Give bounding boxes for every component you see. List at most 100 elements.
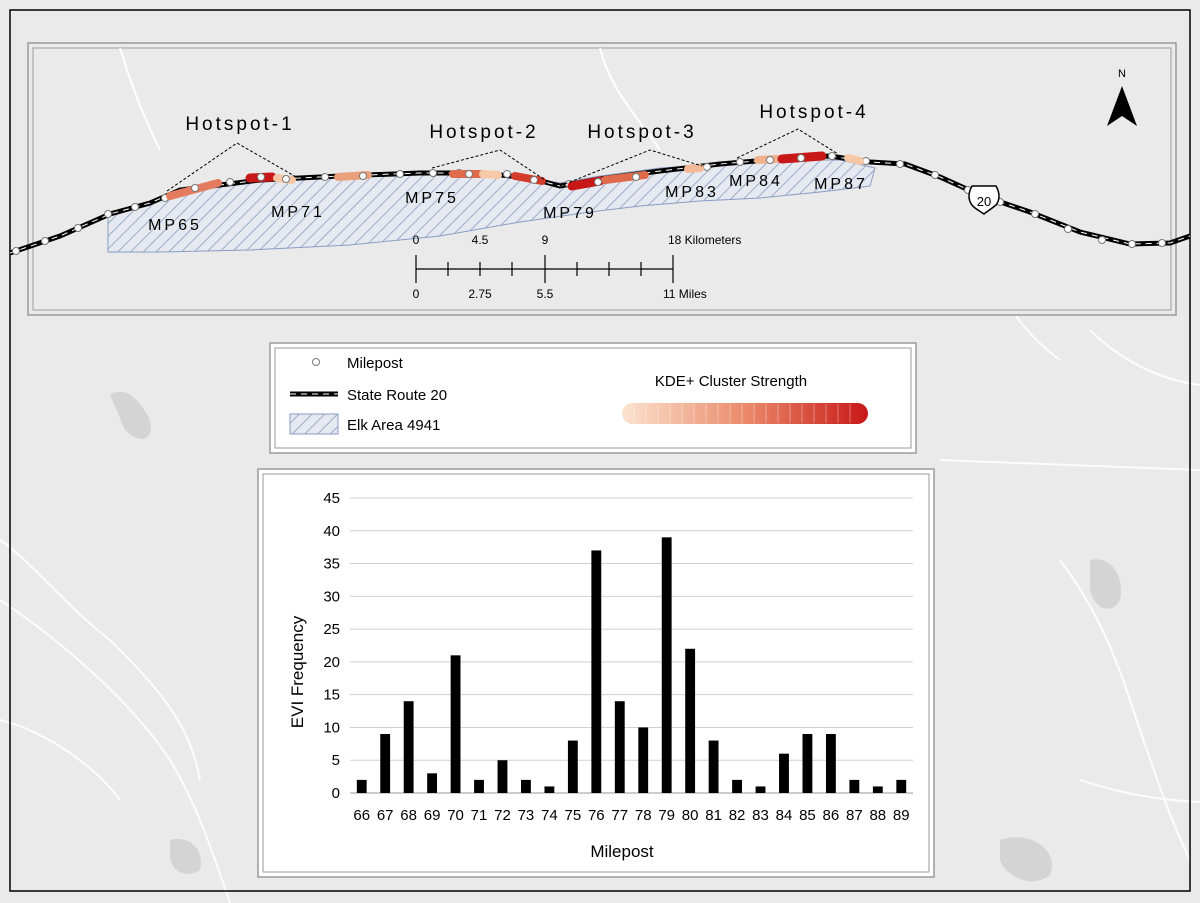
chart-x-tick-label: 68 — [400, 807, 417, 824]
chart-bars — [356, 537, 907, 793]
chart-bar-77 — [614, 701, 625, 793]
chart-bar-82 — [732, 779, 742, 793]
chart-x-tick-label: 70 — [447, 807, 464, 824]
scale-km-0: 0 — [413, 233, 420, 247]
chart-x-tick-label: 77 — [611, 807, 628, 824]
hotspot-leaders — [166, 128, 839, 192]
chart-bar-86 — [825, 734, 836, 793]
legend-route-label: State Route 20 — [347, 387, 447, 404]
chart-bar-81 — [708, 740, 719, 793]
chart-bar-74 — [544, 786, 555, 793]
chart-bar-69 — [427, 773, 438, 793]
chart-x-tick-label: 72 — [494, 807, 511, 824]
chart-x-tick-label: 67 — [377, 807, 394, 824]
chart-bar-83 — [755, 786, 766, 793]
chart-y-tick-label: 20 — [323, 654, 340, 671]
chart-bar-73 — [521, 779, 531, 793]
milepost-label: MP71 — [271, 204, 325, 221]
chart-x-tick-label: 80 — [682, 807, 699, 824]
chart-x-tick-label: 69 — [424, 807, 441, 824]
chart-bar-78 — [638, 727, 649, 793]
scale-mi-1: 2.75 — [468, 287, 492, 301]
chart-x-tick-label: 89 — [893, 807, 910, 824]
scale-km-2: 9 — [542, 233, 549, 247]
kde-clusters — [166, 151, 864, 200]
chart-y-tick-label: 5 — [332, 752, 340, 769]
chart-x-tick-label: 83 — [752, 807, 769, 824]
chart-x-tick-label: 87 — [846, 807, 863, 824]
chart-bar-75 — [567, 740, 578, 793]
chart-bar-72 — [497, 760, 508, 793]
legend-milepost-icon — [312, 358, 320, 366]
chart-x-tick-label: 78 — [635, 807, 652, 824]
chart-x-tick-label: 82 — [729, 807, 746, 824]
chart-y-tick-label: 40 — [323, 523, 340, 540]
chart-y-tick-label: 30 — [323, 588, 340, 605]
chart-bar-76 — [591, 550, 602, 793]
svg-text:N: N — [1118, 68, 1126, 80]
milepost-label: MP84 — [729, 173, 783, 190]
chart-y-tick-label: 15 — [323, 687, 340, 704]
legend: Milepost State Route 20 Elk Area 4941 KD… — [269, 342, 917, 454]
milepost-label: MP79 — [543, 205, 597, 222]
chart-y-tick-label: 45 — [323, 490, 340, 507]
scale-km-3: 18 Kilometers — [668, 233, 741, 247]
map-inset: Hotspot-1 Hotspot-2 Hotspot-3 Hotspot-4 … — [9, 42, 1191, 316]
chart-x-tick-label: 74 — [541, 807, 558, 824]
chart-y-tick-label: 0 — [332, 785, 340, 802]
milepost-label: MP87 — [814, 176, 868, 193]
neatline — [9, 9, 1191, 892]
chart-gridlines — [350, 497, 913, 794]
chart-y-axis-label: EVI Frequency — [288, 615, 307, 728]
chart-x-tick-label: 75 — [565, 807, 582, 824]
svg-text:20: 20 — [977, 194, 991, 209]
hotspot-3-label: Hotspot-3 — [587, 122, 696, 143]
chart-bar-71 — [474, 779, 484, 793]
hotspot-4-label: Hotspot-4 — [759, 102, 868, 123]
legend-kde-dots — [633, 404, 851, 423]
legend-area-icon — [289, 413, 339, 435]
chart-bar-88 — [872, 786, 883, 793]
legend-kde-title: KDE+ Cluster Strength — [655, 373, 807, 390]
milepost-label: MP65 — [148, 217, 202, 234]
chart-bar-80 — [685, 648, 696, 793]
chart-x-axis-label: Milepost — [590, 842, 654, 861]
legend-milepost-label: Milepost — [347, 355, 404, 372]
chart-bar-66 — [356, 779, 367, 793]
chart-bar-87 — [849, 779, 860, 793]
chart-bar-79 — [661, 537, 672, 793]
chart-y-tick-label: 35 — [323, 556, 340, 573]
chart-x-tick-label: 84 — [776, 807, 793, 824]
chart-x-tick-label: 88 — [869, 807, 886, 824]
milepost-label: MP83 — [665, 184, 719, 201]
chart-bar-67 — [380, 734, 391, 793]
chart-x-tick-label: 66 — [353, 807, 370, 824]
scale-mi-2: 5.5 — [537, 287, 554, 301]
chart-x-tick-label: 79 — [658, 807, 675, 824]
milepost-label: MP75 — [405, 190, 459, 207]
chart-bar-68 — [403, 701, 414, 793]
chart-y-tick-label: 10 — [323, 719, 340, 736]
chart-x-tick-label: 76 — [588, 807, 605, 824]
scale-bar — [415, 255, 674, 283]
north-arrow-icon: N — [1107, 68, 1137, 126]
chart-y-ticks: 0 5 10 15 20 25 30 35 40 45 — [323, 490, 340, 802]
legend-area-label: Elk Area 4941 — [347, 417, 440, 434]
chart-panel: 0 5 10 15 20 25 30 35 40 45 66 67 68 69 70 71 72 73 74 75 7… — [257, 468, 935, 878]
scale-mi-3: 11 Miles — [663, 287, 707, 301]
chart-bar-85 — [802, 734, 813, 793]
chart-x-ticks: 66 67 68 69 70 71 72 73 74 75 76 77 78 79 80 81 82 83 84 85… — [353, 807, 909, 824]
chart-x-tick-label: 86 — [823, 807, 840, 824]
chart-x-tick-label: 71 — [471, 807, 488, 824]
legend-kde-gradient — [622, 403, 868, 424]
chart-x-tick-label: 73 — [518, 807, 535, 824]
chart-x-tick-label: 85 — [799, 807, 816, 824]
chart-bar-70 — [450, 655, 461, 793]
chart-y-tick-label: 25 — [323, 621, 340, 638]
us-route-shield: 20 — [968, 185, 1000, 215]
chart-x-tick-label: 81 — [705, 807, 722, 824]
chart-bar-84 — [779, 753, 789, 793]
scale-km-1: 4.5 — [472, 233, 489, 247]
hotspot-2-label: Hotspot-2 — [429, 122, 538, 143]
